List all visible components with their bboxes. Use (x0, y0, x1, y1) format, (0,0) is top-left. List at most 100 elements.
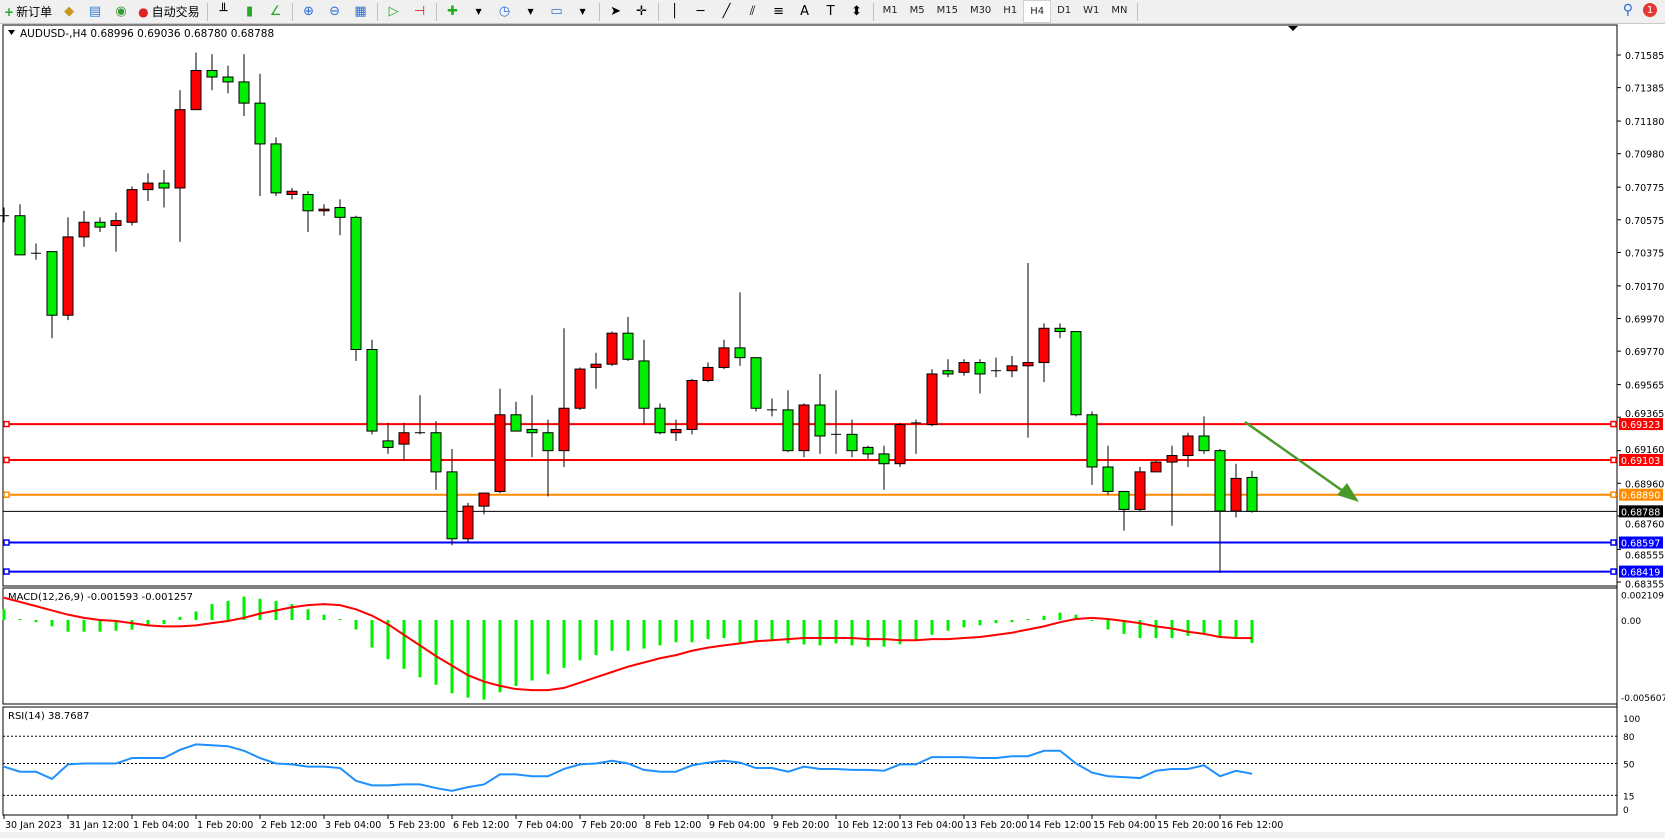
indicators-icon[interactable]: ✚ (447, 4, 459, 19)
line-handle[interactable] (1610, 539, 1617, 546)
macd-histogram-bar (514, 620, 518, 686)
text-icon[interactable]: A (800, 4, 810, 19)
candle-body (654, 407, 666, 434)
equidistant-channel-icon[interactable]: ⫽ (749, 4, 756, 19)
dropdown-icon[interactable]: ▼ (527, 7, 534, 16)
horizontal-line-price: 0.69103 (1621, 456, 1660, 467)
horizontal-line-icon[interactable]: ─ (696, 4, 705, 19)
period-d1[interactable]: D1 (1057, 5, 1072, 16)
period-m5[interactable]: M5 (909, 5, 925, 16)
line-handle[interactable] (3, 568, 10, 575)
candle-body (942, 370, 954, 375)
price-label-box (1619, 565, 1663, 578)
macd-histogram-bar (322, 614, 326, 620)
chart-title: AUDUSD-,H4 0.68996 0.69036 0.68780 0.687… (20, 28, 274, 40)
candle-body (110, 220, 122, 227)
line-handle[interactable] (1610, 568, 1617, 575)
candle-body (126, 189, 138, 223)
line-handle[interactable] (3, 456, 10, 464)
dropdown-icon[interactable]: ▼ (579, 7, 586, 16)
search-icon[interactable]: ⚲ (1622, 2, 1633, 18)
trendline-icon[interactable]: ╱ (722, 4, 731, 19)
collapse-triangle-icon[interactable] (8, 30, 15, 35)
line-handle[interactable] (1610, 456, 1617, 464)
trend-arrow-line[interactable] (1244, 420, 1351, 498)
period-h1[interactable]: H1 (1003, 5, 1018, 16)
candle-body (238, 81, 250, 104)
macd-histogram-bar (1234, 620, 1238, 638)
time-label: 6 Feb 12:00 (453, 820, 509, 831)
candle-body (926, 373, 938, 426)
period-mn[interactable]: MN (1111, 5, 1128, 16)
macd-histogram-bar (1074, 614, 1078, 620)
macd-histogram-bar (338, 618, 342, 620)
candle-body (734, 347, 746, 359)
notification-badge[interactable]: 1 (1643, 3, 1657, 17)
history-center-icon[interactable]: ◆ (64, 4, 75, 19)
templates-icon[interactable]: ▭ (550, 4, 563, 19)
line-chart-icon[interactable]: ∠ (269, 4, 282, 19)
period-m15[interactable]: M15 (936, 5, 958, 16)
crosshair-icon[interactable]: ✛ (636, 4, 648, 19)
line-handle[interactable] (3, 491, 10, 498)
macd-histogram-bar (882, 620, 886, 647)
periods-clock-icon[interactable]: ◷ (498, 4, 511, 19)
line-handle[interactable] (1610, 420, 1617, 428)
new-order-icon: + (4, 4, 15, 19)
candle-body (1134, 471, 1146, 510)
rsi-title: RSI(14) 38.7687 (8, 711, 89, 722)
market-watch-icon[interactable]: ▤ (88, 4, 102, 19)
period-h4[interactable]: H4 (1023, 0, 1052, 23)
candle-body (1214, 450, 1226, 512)
trend-arrow-head-icon[interactable] (1337, 483, 1359, 502)
macd-histogram-bar (402, 620, 406, 669)
chart-shift-marker-icon[interactable] (1288, 26, 1298, 31)
candle-body (782, 409, 794, 452)
text-label-icon[interactable]: T (826, 4, 835, 19)
fibonacci-icon[interactable]: ≡ (773, 4, 785, 19)
horizontal-line-price: 0.68788 (1621, 507, 1660, 518)
price-tick-label: 0.70375 (1625, 248, 1664, 259)
signal-icon[interactable]: ◉ (115, 4, 127, 19)
macd-histogram-bar (594, 620, 598, 656)
auto-trading-button[interactable]: ● 自动交易 (134, 1, 204, 22)
candle-body (606, 332, 618, 365)
period-m30[interactable]: M30 (969, 5, 992, 16)
line-handle[interactable] (3, 420, 10, 428)
line-handle[interactable] (1610, 491, 1617, 498)
macd-histogram-bar (930, 620, 934, 635)
candle-body (894, 424, 906, 465)
new-order-button[interactable]: + 新订单 (0, 1, 56, 22)
cursor-icon[interactable]: ➤ (610, 4, 622, 19)
macd-histogram-bar (242, 596, 246, 620)
macd-histogram-bar (466, 620, 470, 698)
auto-scroll-icon[interactable]: ▷ (388, 4, 399, 19)
period-m1[interactable]: M1 (882, 5, 898, 16)
macd-histogram-bar (642, 620, 646, 649)
macd-histogram-bar (98, 620, 102, 632)
line-handle[interactable] (3, 539, 10, 546)
time-label: 16 Feb 12:00 (1221, 820, 1283, 831)
arrows-icon[interactable]: ⬍ (851, 4, 863, 19)
period-w1[interactable]: W1 (1083, 5, 1100, 16)
candle-body (702, 366, 714, 382)
candle-body (46, 251, 58, 316)
candle-body (1246, 476, 1258, 512)
candlestick-icon[interactable]: ▮ (246, 4, 254, 19)
price-label-box (1619, 505, 1663, 518)
chart-window[interactable]: AUDUSD-,H4 0.68996 0.69036 0.68780 0.687… (0, 24, 1665, 838)
price-tick-label: 0.71180 (1625, 117, 1664, 128)
macd-histogram-bar (898, 620, 902, 645)
bar-chart-icon[interactable]: ╨ (219, 4, 228, 19)
zoom-out-icon[interactable]: ⊖ (329, 4, 341, 19)
vertical-line-icon[interactable]: │ (670, 4, 679, 19)
candle-body (542, 432, 554, 452)
macd-histogram-bar (1042, 615, 1046, 620)
zoom-in-icon[interactable]: ⊕ (303, 4, 315, 19)
macd-histogram-bar (498, 620, 502, 693)
chart-shift-icon[interactable]: ⊣ (413, 4, 426, 19)
dropdown-icon[interactable]: ▼ (475, 7, 482, 16)
macd-histogram-bar (1058, 612, 1062, 620)
macd-histogram-bar (1218, 620, 1222, 638)
tile-windows-icon[interactable]: ▦ (354, 4, 367, 19)
